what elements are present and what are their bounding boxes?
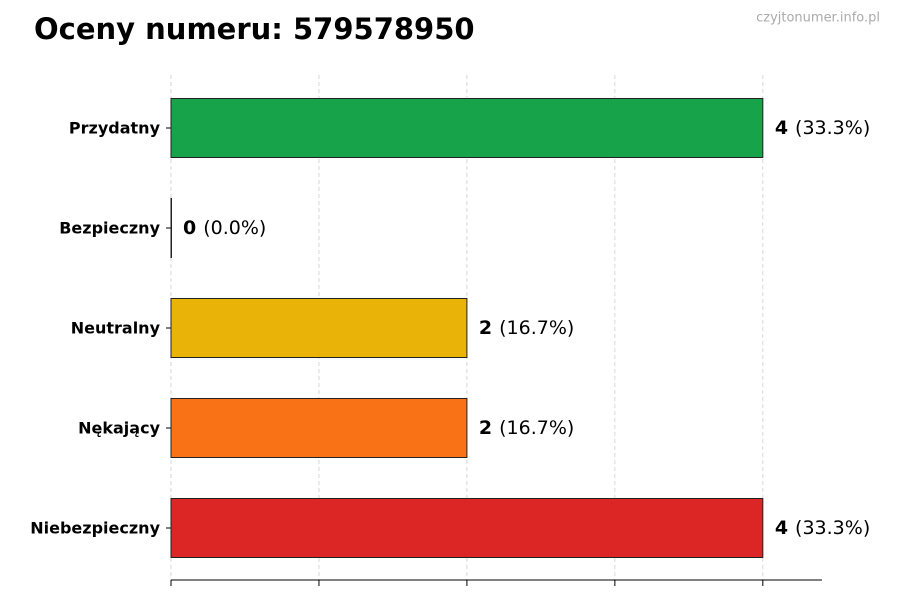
bar: [170, 198, 172, 258]
data-value: 2: [479, 417, 492, 439]
data-value: 4: [775, 117, 788, 139]
data-share: (33.3%): [795, 117, 870, 139]
y-tick-label: Neutralny: [71, 319, 161, 338]
data-label: 2 (16.7%): [479, 317, 574, 339]
data-share: (33.3%): [795, 517, 870, 539]
bar: [170, 98, 764, 158]
y-tick-label: Nękający: [78, 419, 160, 438]
data-label: 4 (33.3%): [775, 117, 870, 139]
watermark: czyjtonumer.info.pl: [756, 11, 880, 26]
bar: [170, 298, 468, 358]
chart-title: Oceny numeru: 579578950: [34, 12, 475, 46]
data-label: 2 (16.7%): [479, 417, 574, 439]
bar: [170, 398, 468, 458]
y-tick-label: Niebezpieczny: [30, 519, 160, 538]
data-share: (0.0%): [203, 217, 266, 239]
data-share: (16.7%): [499, 317, 574, 339]
data-label: 4 (33.3%): [775, 517, 870, 539]
data-label: 0 (0.0%): [183, 217, 266, 239]
data-share: (16.7%): [499, 417, 574, 439]
data-value: 2: [479, 317, 492, 339]
bar: [170, 498, 764, 558]
y-tick-label: Bezpieczny: [59, 219, 160, 238]
y-tick-label: Przydatny: [69, 119, 161, 138]
data-value: 4: [775, 517, 788, 539]
data-value: 0: [183, 217, 196, 239]
